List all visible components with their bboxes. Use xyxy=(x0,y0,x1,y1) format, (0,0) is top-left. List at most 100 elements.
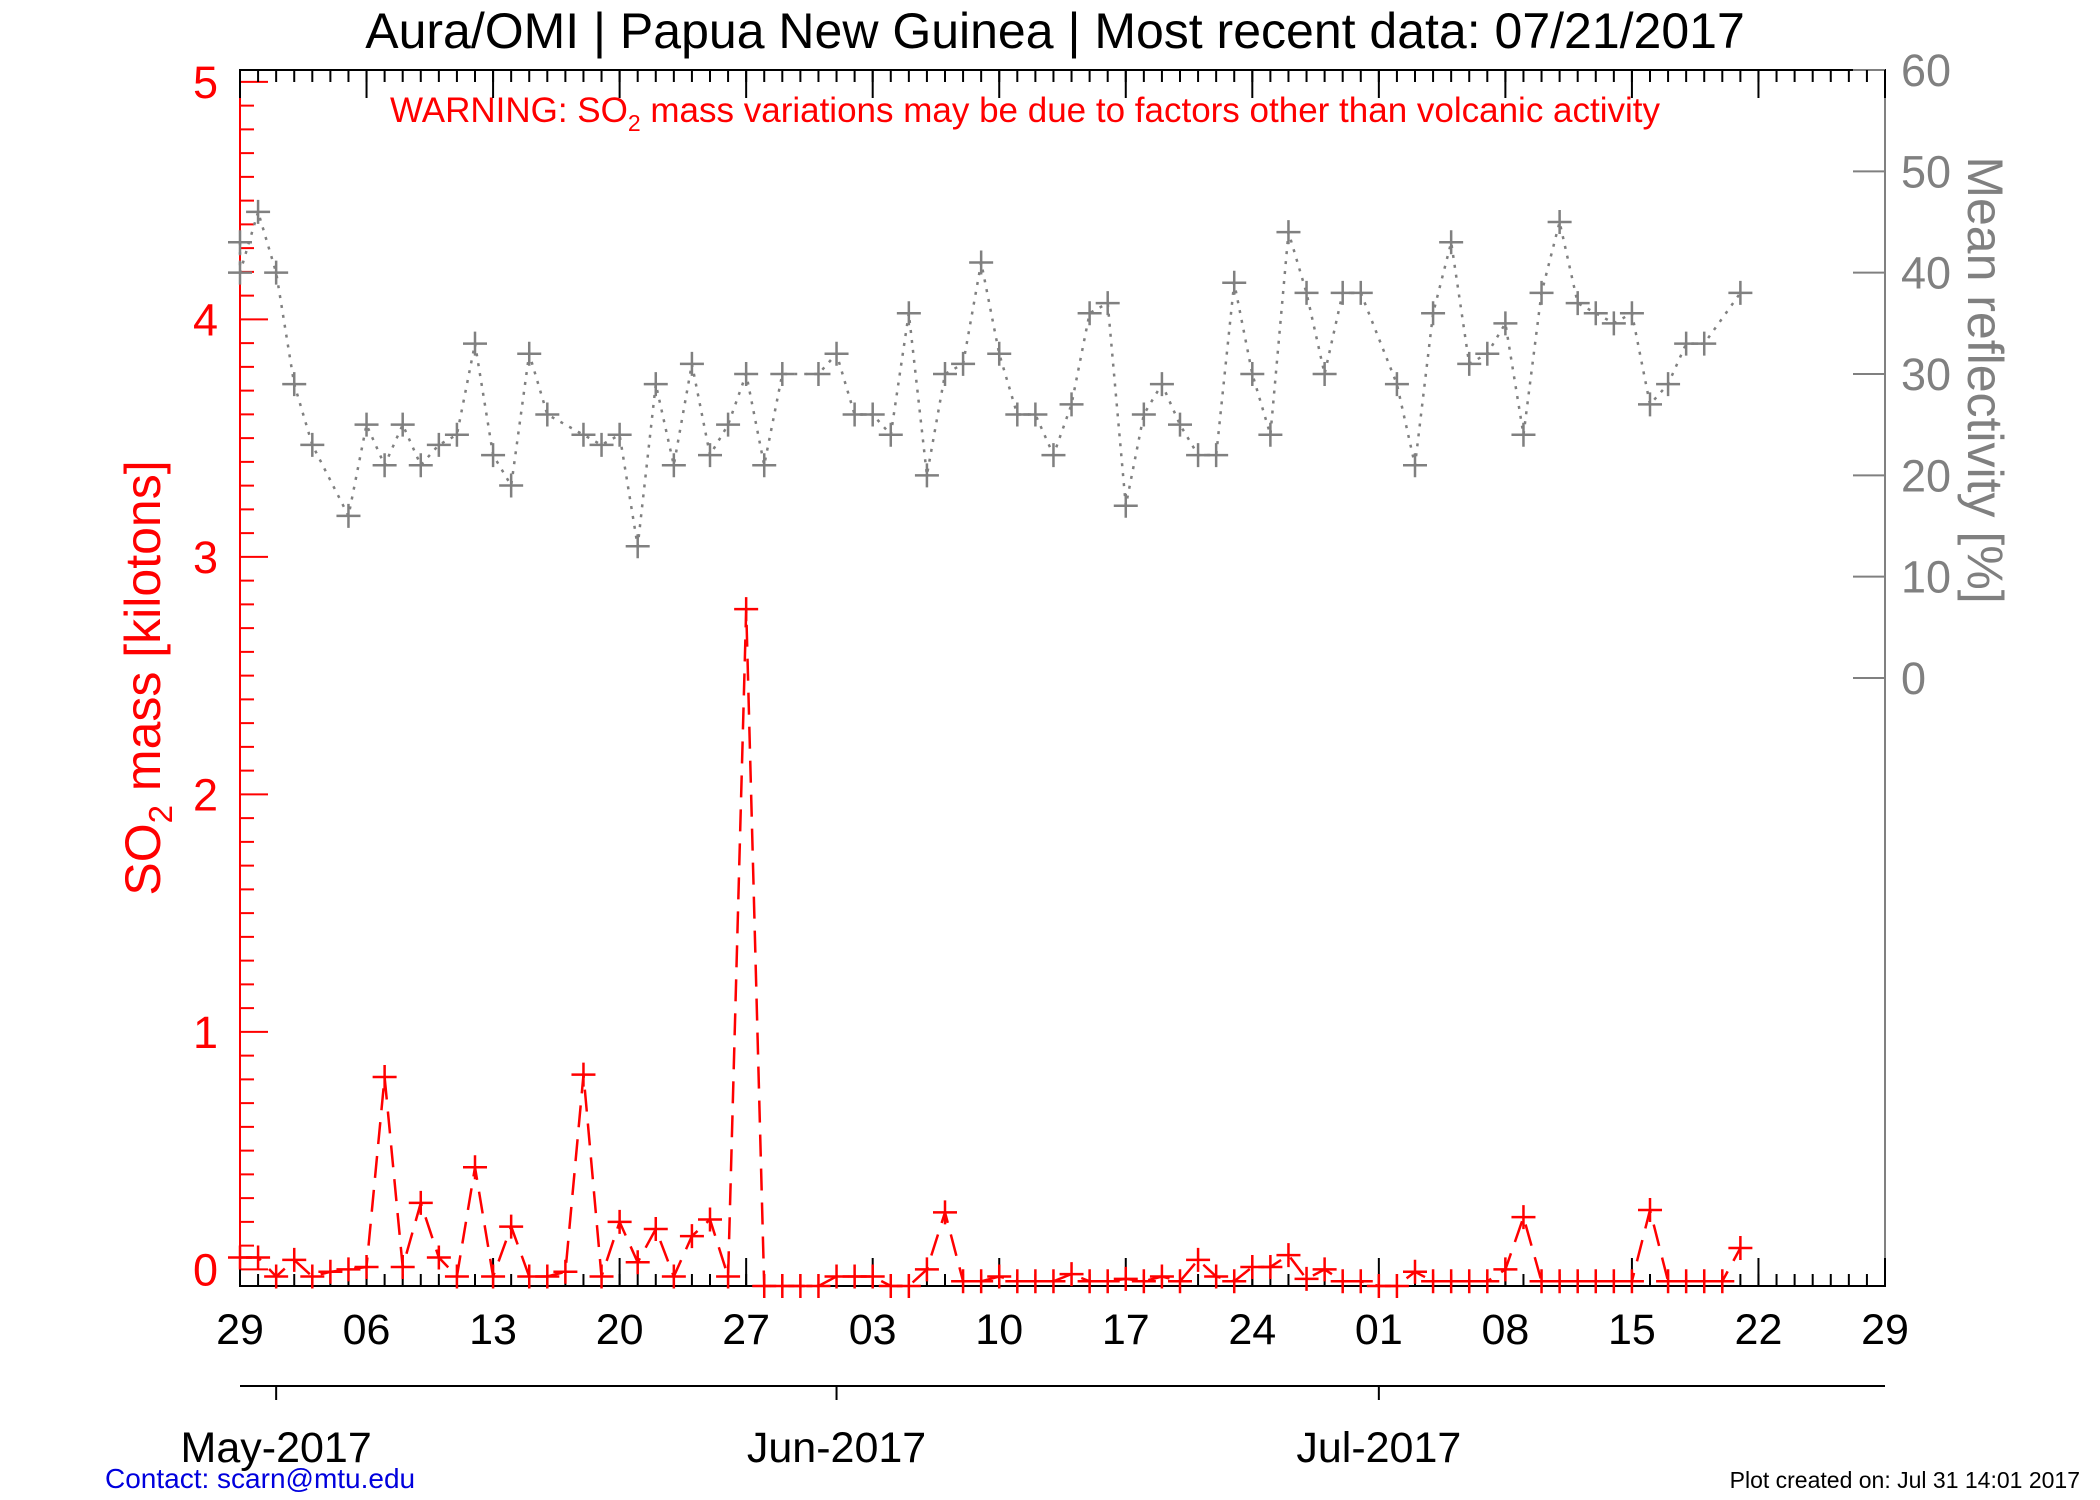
data-point-marker xyxy=(1258,422,1283,447)
data-point-marker xyxy=(969,250,994,275)
data-point-marker xyxy=(1222,1269,1247,1294)
data-point-marker xyxy=(734,362,759,386)
data-point-marker xyxy=(264,1264,289,1289)
data-point-marker xyxy=(571,1062,596,1087)
data-point-marker xyxy=(264,260,289,285)
data-point-marker xyxy=(607,422,632,447)
data-point-marker xyxy=(1023,402,1048,427)
data-point-marker xyxy=(535,1264,560,1289)
left-tick-label: 0 xyxy=(193,1244,218,1295)
data-point-marker xyxy=(1276,220,1301,245)
left-axis-label: SO2 mass [kilotons] xyxy=(115,460,179,895)
right-tick-label: 50 xyxy=(1901,146,1951,197)
x-tick-label: 10 xyxy=(975,1306,1023,1354)
data-point-marker xyxy=(679,1224,704,1249)
data-point-marker xyxy=(354,1255,379,1279)
x-axis-ticks: 29 06 13 20 27 03 10 17 24 01 08 15 22 29 xyxy=(216,70,1909,1354)
x-tick-label: 01 xyxy=(1355,1306,1403,1354)
data-point-marker xyxy=(426,1245,451,1270)
data-point-marker xyxy=(896,1274,921,1298)
data-point-marker xyxy=(1059,392,1084,417)
x-tick-label: 15 xyxy=(1608,1306,1656,1354)
right-tick-label: 0 xyxy=(1901,653,1926,704)
data-point-marker xyxy=(1348,280,1373,305)
data-point-marker xyxy=(228,260,252,285)
data-point-marker xyxy=(1095,291,1120,316)
data-point-marker xyxy=(408,1190,433,1215)
month-axis: May-2017 Jun-2017 Jul-2017 xyxy=(181,1385,1885,1472)
data-point-marker xyxy=(372,453,397,478)
data-point-marker xyxy=(571,422,596,447)
data-point-marker xyxy=(1583,301,1608,326)
data-point-marker xyxy=(625,1250,650,1275)
data-point-marker xyxy=(1059,1262,1084,1287)
data-point-marker xyxy=(354,412,379,437)
data-point-marker xyxy=(1312,1257,1337,1282)
data-point-marker xyxy=(390,412,415,437)
data-point-marker xyxy=(1619,301,1644,326)
data-point-marker xyxy=(336,1257,361,1282)
series-line xyxy=(240,609,1742,1288)
data-point-marker xyxy=(517,341,542,366)
data-point-marker xyxy=(1511,1205,1536,1230)
data-point-marker xyxy=(1276,1243,1301,1268)
data-point-marker xyxy=(1547,210,1572,234)
data-point-marker xyxy=(643,372,668,397)
contact-link[interactable]: Contact: scarn@mtu.edu xyxy=(105,1463,415,1494)
data-point-marker xyxy=(806,1274,831,1298)
x-tick-label: 08 xyxy=(1481,1306,1529,1354)
data-point-marker xyxy=(661,453,686,478)
data-point-marker xyxy=(933,362,957,386)
data-point-marker xyxy=(1529,280,1554,305)
data-point-marker xyxy=(1204,1264,1229,1289)
data-point-marker xyxy=(1168,412,1192,437)
data-point-marker xyxy=(987,341,1012,366)
data-point-marker xyxy=(1638,392,1662,417)
data-point-marker xyxy=(1638,1198,1662,1222)
data-point-marker xyxy=(1312,362,1337,386)
data-point-marker xyxy=(1131,402,1156,427)
data-point-marker xyxy=(390,1255,415,1279)
data-point-marker xyxy=(1403,1259,1427,1284)
data-point-marker xyxy=(643,1217,668,1241)
data-point-marker xyxy=(1222,270,1247,295)
data-point-marker xyxy=(1258,1255,1283,1279)
data-point-marker xyxy=(987,1264,1012,1289)
data-point-marker xyxy=(824,341,849,366)
data-point-marker xyxy=(408,453,433,478)
plot-frame xyxy=(239,69,1886,1287)
data-point-marker xyxy=(661,1264,686,1289)
data-point-marker xyxy=(698,1207,722,1232)
data-point-marker xyxy=(1565,291,1590,316)
x-tick-label: 17 xyxy=(1102,1306,1150,1354)
data-point-marker xyxy=(1077,301,1102,326)
data-point-marker xyxy=(499,1214,524,1239)
x-tick-label: 29 xyxy=(1861,1306,1909,1354)
data-point-marker xyxy=(426,432,451,457)
data-point-marker xyxy=(589,1264,614,1289)
data-point-marker xyxy=(914,463,939,488)
data-point-marker xyxy=(1656,372,1681,397)
data-point-marker xyxy=(1384,1274,1409,1298)
right-axis-ticks: 0 10 20 30 40 50 60 xyxy=(1853,45,1951,704)
data-point-marker xyxy=(933,1200,957,1225)
left-axis-ticks: 0 1 2 3 4 5 xyxy=(193,57,268,1295)
x-tick-label: 24 xyxy=(1228,1306,1276,1354)
data-point-marker xyxy=(1439,230,1464,255)
data-point-marker xyxy=(607,1209,632,1234)
series-layer xyxy=(228,199,1753,1298)
data-point-marker xyxy=(1601,311,1626,336)
data-point-marker xyxy=(1475,1269,1500,1294)
month-label: Jul-2017 xyxy=(1296,1424,1461,1472)
data-point-marker xyxy=(1113,493,1138,518)
chart-title: Aura/OMI | Papua New Guinea | Most recen… xyxy=(365,3,1745,59)
data-point-marker xyxy=(914,1257,939,1282)
data-point-marker xyxy=(1692,331,1717,356)
left-tick-label: 4 xyxy=(193,294,218,345)
data-point-marker xyxy=(282,372,307,397)
series-group xyxy=(228,597,1753,1298)
data-point-marker xyxy=(1204,443,1229,468)
data-point-marker xyxy=(318,1259,343,1284)
right-tick-label: 60 xyxy=(1901,45,1951,96)
left-tick-label: 2 xyxy=(193,769,218,820)
